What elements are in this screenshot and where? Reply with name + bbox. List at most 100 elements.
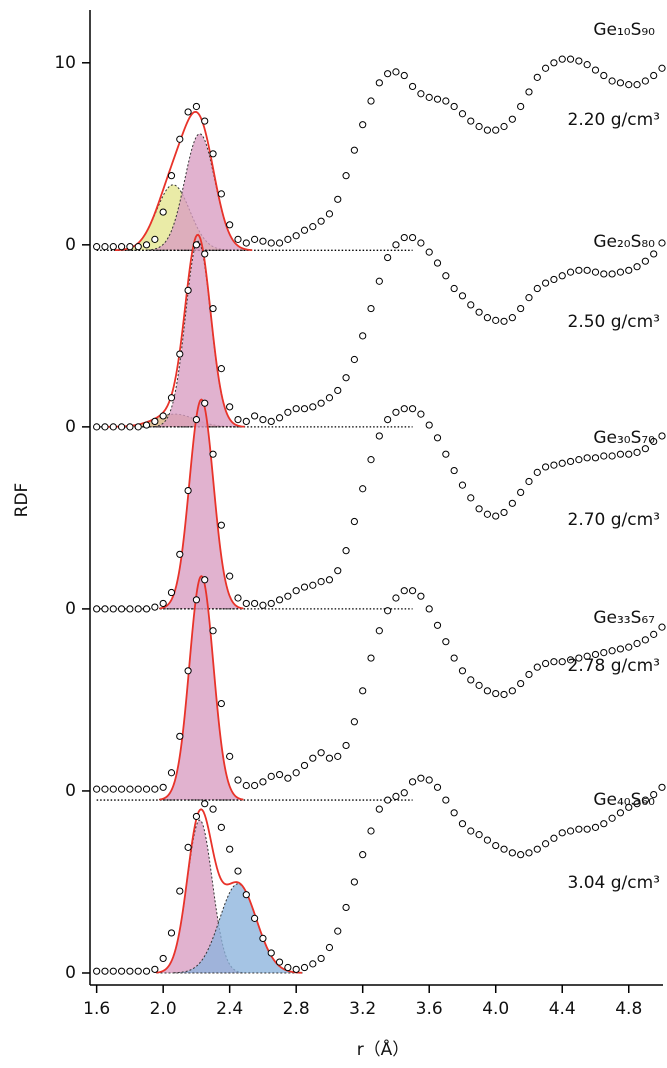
data-point: [192, 812, 201, 821]
x-axis-label: r（Å）: [357, 1038, 410, 1060]
data-point: [142, 785, 151, 793]
data-point: [300, 226, 309, 234]
y-tick-label: 0: [65, 235, 76, 255]
data-point: [483, 510, 492, 518]
data-point: [500, 690, 508, 699]
data-point: [442, 97, 450, 105]
data-point: [392, 68, 400, 76]
data-point: [292, 587, 300, 595]
data-point: [359, 851, 367, 859]
data-point: [625, 81, 633, 89]
data-point: [517, 488, 525, 496]
data-point: [575, 825, 583, 833]
data-point: [367, 654, 375, 662]
data-point: [566, 656, 575, 664]
data-point: [159, 412, 167, 420]
data-point: [417, 410, 425, 418]
data-point: [658, 783, 666, 791]
data-point: [109, 967, 117, 975]
data-point: [384, 607, 392, 615]
data-point: [566, 827, 575, 835]
data-point: [151, 417, 159, 426]
data-point: [93, 423, 101, 431]
data-point: [234, 867, 242, 875]
data-point: [176, 550, 184, 558]
data-point: [126, 605, 134, 613]
data-point: [375, 277, 383, 285]
data-point: [209, 304, 217, 313]
data-point: [492, 689, 500, 698]
data-point: [400, 405, 408, 413]
data-point: [242, 891, 250, 899]
data-point: [583, 454, 591, 462]
data-point: [275, 414, 284, 422]
data-point: [167, 929, 176, 937]
data-point: [259, 934, 267, 943]
density-label: 2.70 g/cm³: [568, 510, 661, 530]
data-point: [550, 834, 558, 842]
data-point: [142, 241, 151, 249]
data-point: [417, 592, 425, 600]
data-point: [375, 79, 383, 87]
data-point: [558, 272, 566, 280]
data-point: [176, 135, 184, 143]
data-point: [492, 316, 500, 324]
density-label: 3.04 g/cm³: [568, 873, 661, 893]
data-point: [159, 599, 167, 608]
series-name: Ge₃₃S₆₇: [593, 608, 655, 628]
data-point: [93, 243, 101, 251]
data-point: [242, 781, 250, 790]
data-point: [500, 317, 508, 325]
data-point: [134, 605, 142, 613]
data-point: [101, 243, 109, 251]
data-point: [275, 239, 284, 247]
data-point: [217, 699, 225, 708]
x-tick-label: 2.4: [216, 999, 243, 1019]
data-point: [500, 122, 508, 131]
data-point: [234, 776, 242, 784]
data-point: [151, 235, 159, 243]
data-point: [350, 878, 358, 886]
density-label: 2.78 g/cm³: [568, 656, 661, 676]
data-point: [425, 248, 433, 256]
data-point: [134, 785, 142, 793]
data-point: [117, 423, 126, 431]
data-point: [292, 405, 300, 413]
data-point: [542, 64, 550, 72]
data-point: [234, 594, 242, 602]
data-point: [425, 776, 433, 784]
data-point: [475, 122, 483, 131]
data-point: [384, 415, 392, 424]
data-point: [658, 64, 666, 72]
data-point: [625, 450, 633, 458]
data-point: [583, 652, 591, 660]
data-point: [151, 965, 159, 973]
data-point: [650, 790, 658, 799]
data-point: [192, 241, 201, 249]
data-point: [226, 752, 234, 760]
x-tick-label: 4.8: [615, 999, 642, 1019]
data-point: [608, 77, 616, 85]
data-point: [300, 963, 309, 972]
data-point: [176, 887, 184, 895]
fit-component: [158, 575, 244, 801]
data-point: [292, 965, 300, 973]
data-point: [367, 97, 375, 105]
data-point: [201, 800, 209, 808]
data-point: [658, 432, 666, 440]
data-point: [317, 749, 325, 757]
data-point: [226, 572, 234, 580]
data-point: [600, 270, 608, 278]
data-point: [575, 266, 583, 274]
data-point: [300, 583, 309, 591]
data-point: [342, 172, 350, 180]
x-tick-label: 3.2: [349, 999, 376, 1019]
data-point: [309, 223, 317, 231]
x-tick-label: 4.0: [482, 999, 509, 1019]
data-point: [159, 954, 167, 963]
data-point: [275, 770, 284, 779]
data-point: [117, 785, 126, 793]
data-point: [134, 967, 142, 975]
data-point: [201, 117, 209, 125]
